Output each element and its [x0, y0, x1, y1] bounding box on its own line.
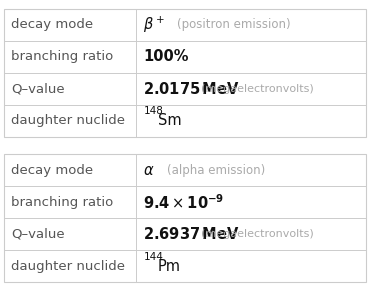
- Text: Q–value: Q–value: [11, 228, 65, 241]
- Text: Sm: Sm: [158, 113, 181, 128]
- Text: decay mode: decay mode: [11, 18, 93, 31]
- Text: branching ratio: branching ratio: [11, 196, 113, 209]
- Text: (alpha emission): (alpha emission): [168, 164, 266, 177]
- Text: daughter nuclide: daughter nuclide: [11, 260, 125, 273]
- Text: branching ratio: branching ratio: [11, 50, 113, 63]
- Text: $\alpha$: $\alpha$: [144, 163, 155, 178]
- Text: (positron emission): (positron emission): [177, 18, 290, 31]
- Text: Q–value: Q–value: [11, 82, 65, 95]
- Text: $\mathbf{2.6937}\,\mathbf{MeV}$: $\mathbf{2.6937}\,\mathbf{MeV}$: [144, 226, 240, 242]
- Text: Pm: Pm: [158, 259, 181, 274]
- Text: 144: 144: [144, 252, 163, 262]
- Text: $\mathbf{2.0175}\,\mathbf{MeV}$: $\mathbf{2.0175}\,\mathbf{MeV}$: [144, 81, 240, 97]
- Text: 148: 148: [144, 106, 163, 116]
- Text: $\beta^+$: $\beta^+$: [144, 15, 165, 35]
- Text: 100%: 100%: [144, 49, 189, 64]
- Text: decay mode: decay mode: [11, 164, 93, 177]
- Text: daughter nuclide: daughter nuclide: [11, 114, 125, 127]
- Bar: [4, 9, 366, 137]
- Text: $\mathbf{9.4} \times \mathbf{10^{-9}}$: $\mathbf{9.4} \times \mathbf{10^{-9}}$: [144, 193, 225, 212]
- Text: (megaelectronvolts): (megaelectronvolts): [201, 229, 313, 239]
- Bar: [4, 154, 366, 282]
- Text: (megaelectronvolts): (megaelectronvolts): [201, 84, 313, 94]
